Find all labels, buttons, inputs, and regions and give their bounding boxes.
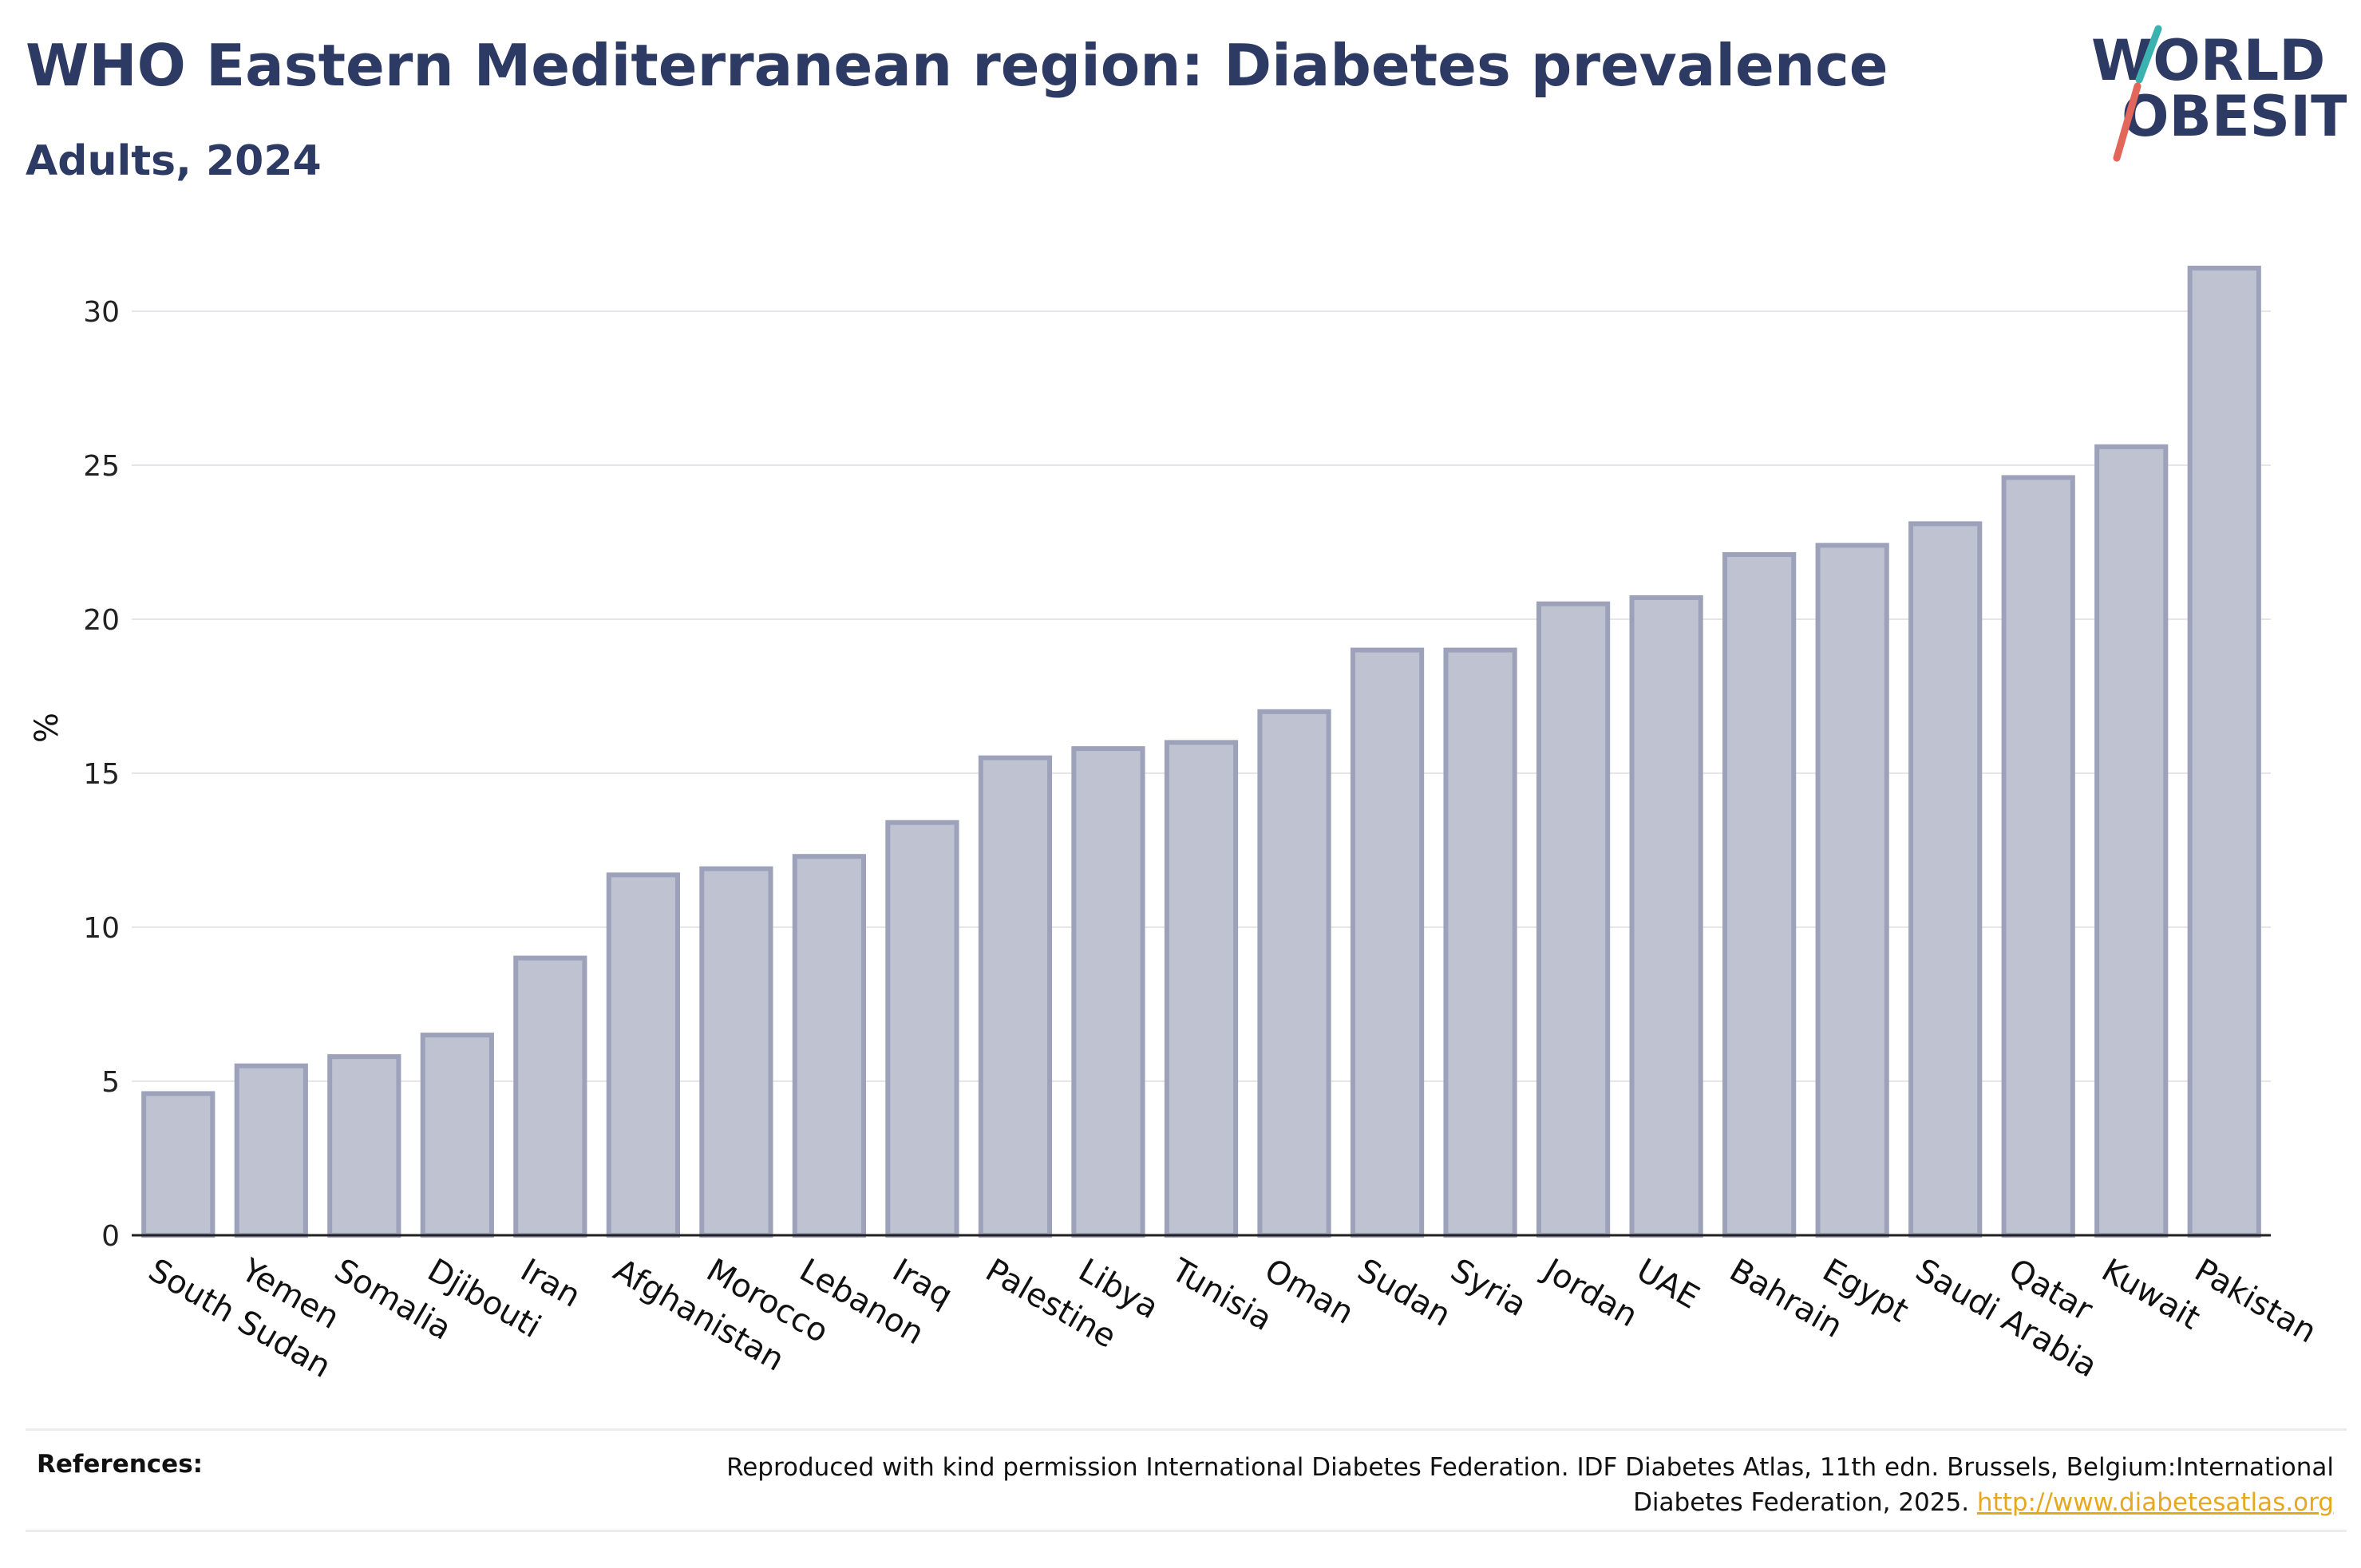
x-tick-label: Pakistan bbox=[2189, 1252, 2323, 1351]
logo-line-world: WORLD bbox=[2091, 28, 2325, 93]
bar-yemen bbox=[234, 1063, 308, 1238]
bar-afghanistan bbox=[606, 872, 680, 1238]
references-link[interactable]: http://www.diabetesatlas.org bbox=[1976, 1488, 2334, 1517]
bar-uae bbox=[1629, 594, 1703, 1238]
bar-bahrain bbox=[1722, 551, 1797, 1238]
logo-slash-coral bbox=[2113, 82, 2142, 162]
bar-iraq bbox=[885, 820, 959, 1238]
y-tick-label: 0 bbox=[101, 1220, 120, 1253]
bars bbox=[141, 265, 2261, 1238]
bar-syria bbox=[1443, 647, 1517, 1238]
world-obesity-logo: WORLD OBESITY bbox=[2091, 25, 2347, 162]
y-tick-label: 15 bbox=[83, 758, 120, 791]
bar-palestine bbox=[978, 755, 1053, 1238]
references-panel: References: Reproduced with kind permiss… bbox=[26, 1428, 2347, 1532]
y-tick-label: 25 bbox=[83, 450, 120, 483]
bar-pakistan bbox=[2187, 265, 2261, 1238]
x-tick-label: Oman bbox=[1259, 1252, 1360, 1332]
bar-sudan bbox=[1350, 647, 1425, 1238]
bar-djibouti bbox=[420, 1033, 494, 1238]
bar-tunisia bbox=[1164, 740, 1239, 1238]
x-tick-label: UAE bbox=[1631, 1252, 1706, 1317]
bar-lebanon bbox=[792, 854, 867, 1238]
chart-subtitle: Adults, 2024 bbox=[26, 137, 322, 185]
logo-line-obesity: OBESITY bbox=[2122, 84, 2347, 149]
references-text-block: Reproduced with kind permission Internat… bbox=[658, 1450, 2334, 1520]
y-tick-label: 20 bbox=[83, 604, 120, 637]
bar-qatar bbox=[2001, 475, 2075, 1238]
bar-libya bbox=[1071, 746, 1145, 1238]
bar-egypt bbox=[1815, 543, 1889, 1238]
bar-oman bbox=[1257, 709, 1331, 1238]
y-tick-label: 10 bbox=[83, 912, 120, 945]
y-tick-label: 30 bbox=[83, 296, 120, 329]
x-tick-label: Sudan bbox=[1351, 1252, 1457, 1334]
bar-jordan bbox=[1536, 601, 1611, 1238]
bar-saudi-arabia bbox=[1908, 521, 1983, 1238]
bar-chart: 0 5 10 15 20 25 30 South SudanYemenSomaliaDjib… bbox=[29, 265, 2323, 1385]
logo-slash-teal bbox=[2135, 25, 2162, 84]
bar-south-sudan bbox=[141, 1091, 216, 1238]
chart-title: WHO Eastern Mediterranean region: Diabet… bbox=[26, 32, 1888, 99]
bar-morocco bbox=[699, 866, 773, 1238]
x-tick-label: Jordan bbox=[1535, 1250, 1643, 1334]
x-tick-label: Syria bbox=[1445, 1252, 1533, 1324]
references-label: References: bbox=[37, 1450, 204, 1479]
y-tick-labels: 0 5 10 15 20 25 30 bbox=[83, 296, 120, 1253]
y-tick-label: 5 bbox=[101, 1066, 120, 1099]
y-axis-label: % bbox=[29, 713, 65, 743]
bar-iran bbox=[513, 955, 587, 1238]
x-tick-label: Kuwait bbox=[2095, 1252, 2206, 1337]
references-text: Reproduced with kind permission Internat… bbox=[726, 1453, 2334, 1517]
bar-somalia bbox=[327, 1054, 401, 1238]
x-tick-label: Tunisia bbox=[1165, 1251, 1278, 1338]
bar-kuwait bbox=[2094, 444, 2169, 1238]
